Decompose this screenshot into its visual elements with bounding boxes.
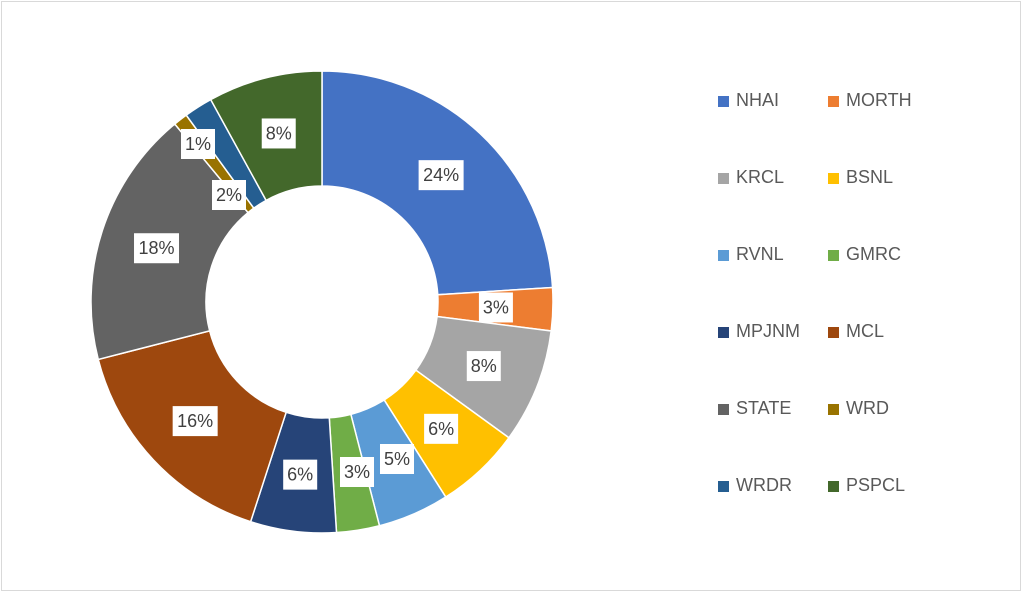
legend-item-mcl: MCL [828,319,938,396]
data-label-rvnl: 5% [380,444,414,474]
legend-item-wrd: WRD [828,396,938,473]
donut-data-labels: 24% 3% 8% 6% 5% 3% 6% 16% 18% 1% 2% 8% [134,118,513,490]
legend-swatch [718,327,729,338]
legend-label: MORTH [846,90,912,110]
data-label-box [212,180,246,210]
data-label-box [466,351,501,382]
data-label-mpjnm: 6% [283,459,318,490]
data-label-box [283,459,318,490]
legend-item-gmrc: GMRC [828,242,938,319]
data-label-text: 2% [216,185,242,205]
legend-swatch [828,481,839,492]
data-label-text: 8% [471,356,497,376]
legend-swatch [828,96,839,107]
data-label-box [181,129,215,159]
legend-swatch [828,250,839,261]
data-label-text: 24% [423,165,459,185]
legend-label: NHAI [736,90,780,110]
data-label-wrdr: 2% [212,180,246,210]
data-label-text: 1% [185,134,211,154]
data-label-box [478,292,513,323]
legend-item-pspcl: PSPCL [828,473,938,550]
data-label-krcl: 8% [466,351,501,382]
data-label-morth: 3% [478,292,513,323]
legend-swatch [718,250,729,261]
data-label-text: 18% [139,238,175,258]
data-label-pspcl: 8% [261,118,296,149]
legend-swatch [718,481,729,492]
legend-label: WRD [846,398,889,418]
legend-label: KRCL [736,167,785,187]
legend-swatch [718,173,729,184]
donut-chart: 24% 3% 8% 6% 5% 3% 6% 16% 18% 1% 2% 8% [90,70,554,534]
legend-swatch [828,327,839,338]
legend-swatch [828,404,839,415]
legend-label: WRDR [736,475,792,495]
data-label-box [424,413,459,444]
data-label-box [261,118,296,149]
data-label-state: 18% [134,233,180,264]
legend-item-bsnl: BSNL [828,165,938,242]
chart-legend: NHAI MORTH KRCL BSNL RVNL GMRC MPJNM MCL STATE WR… [718,88,938,550]
data-label-text: 3% [344,462,370,482]
data-label-box [134,233,180,264]
data-label-box [418,160,464,191]
legend-label: MCL [846,321,885,341]
legend-label: GMRC [846,244,901,264]
legend-label: PSPCL [846,475,906,495]
data-label-text: 16% [177,411,213,431]
data-label-wrd: 1% [181,129,215,159]
data-label-bsnl: 6% [424,413,459,444]
legend-item-nhai: NHAI [718,88,828,165]
data-label-text: 6% [428,419,454,439]
legend-item-wrdr: WRDR [718,473,828,550]
legend-item-morth: MORTH [828,88,938,165]
legend-item-mpjnm: MPJNM [718,319,828,396]
legend-swatch [718,404,729,415]
data-label-text: 5% [384,449,410,469]
legend-item-krcl: KRCL [718,165,828,242]
legend-item-state: STATE [718,396,828,473]
legend-swatch [718,96,729,107]
legend-label: STATE [736,398,792,418]
data-label-mcl: 16% [172,406,218,437]
data-label-box [380,444,414,474]
data-label-box [172,406,218,437]
data-label-box [340,457,374,487]
legend-item-rvnl: RVNL [718,242,828,319]
legend-label: BSNL [846,167,894,187]
data-label-text: 3% [483,297,509,317]
legend-swatch [828,173,839,184]
legend-label: MPJNM [736,321,800,341]
data-label-text: 8% [266,123,292,143]
data-label-text: 6% [287,465,313,485]
legend-label: RVNL [736,244,784,264]
data-label-gmrc: 3% [340,457,374,487]
data-label-nhai: 24% [418,160,464,191]
